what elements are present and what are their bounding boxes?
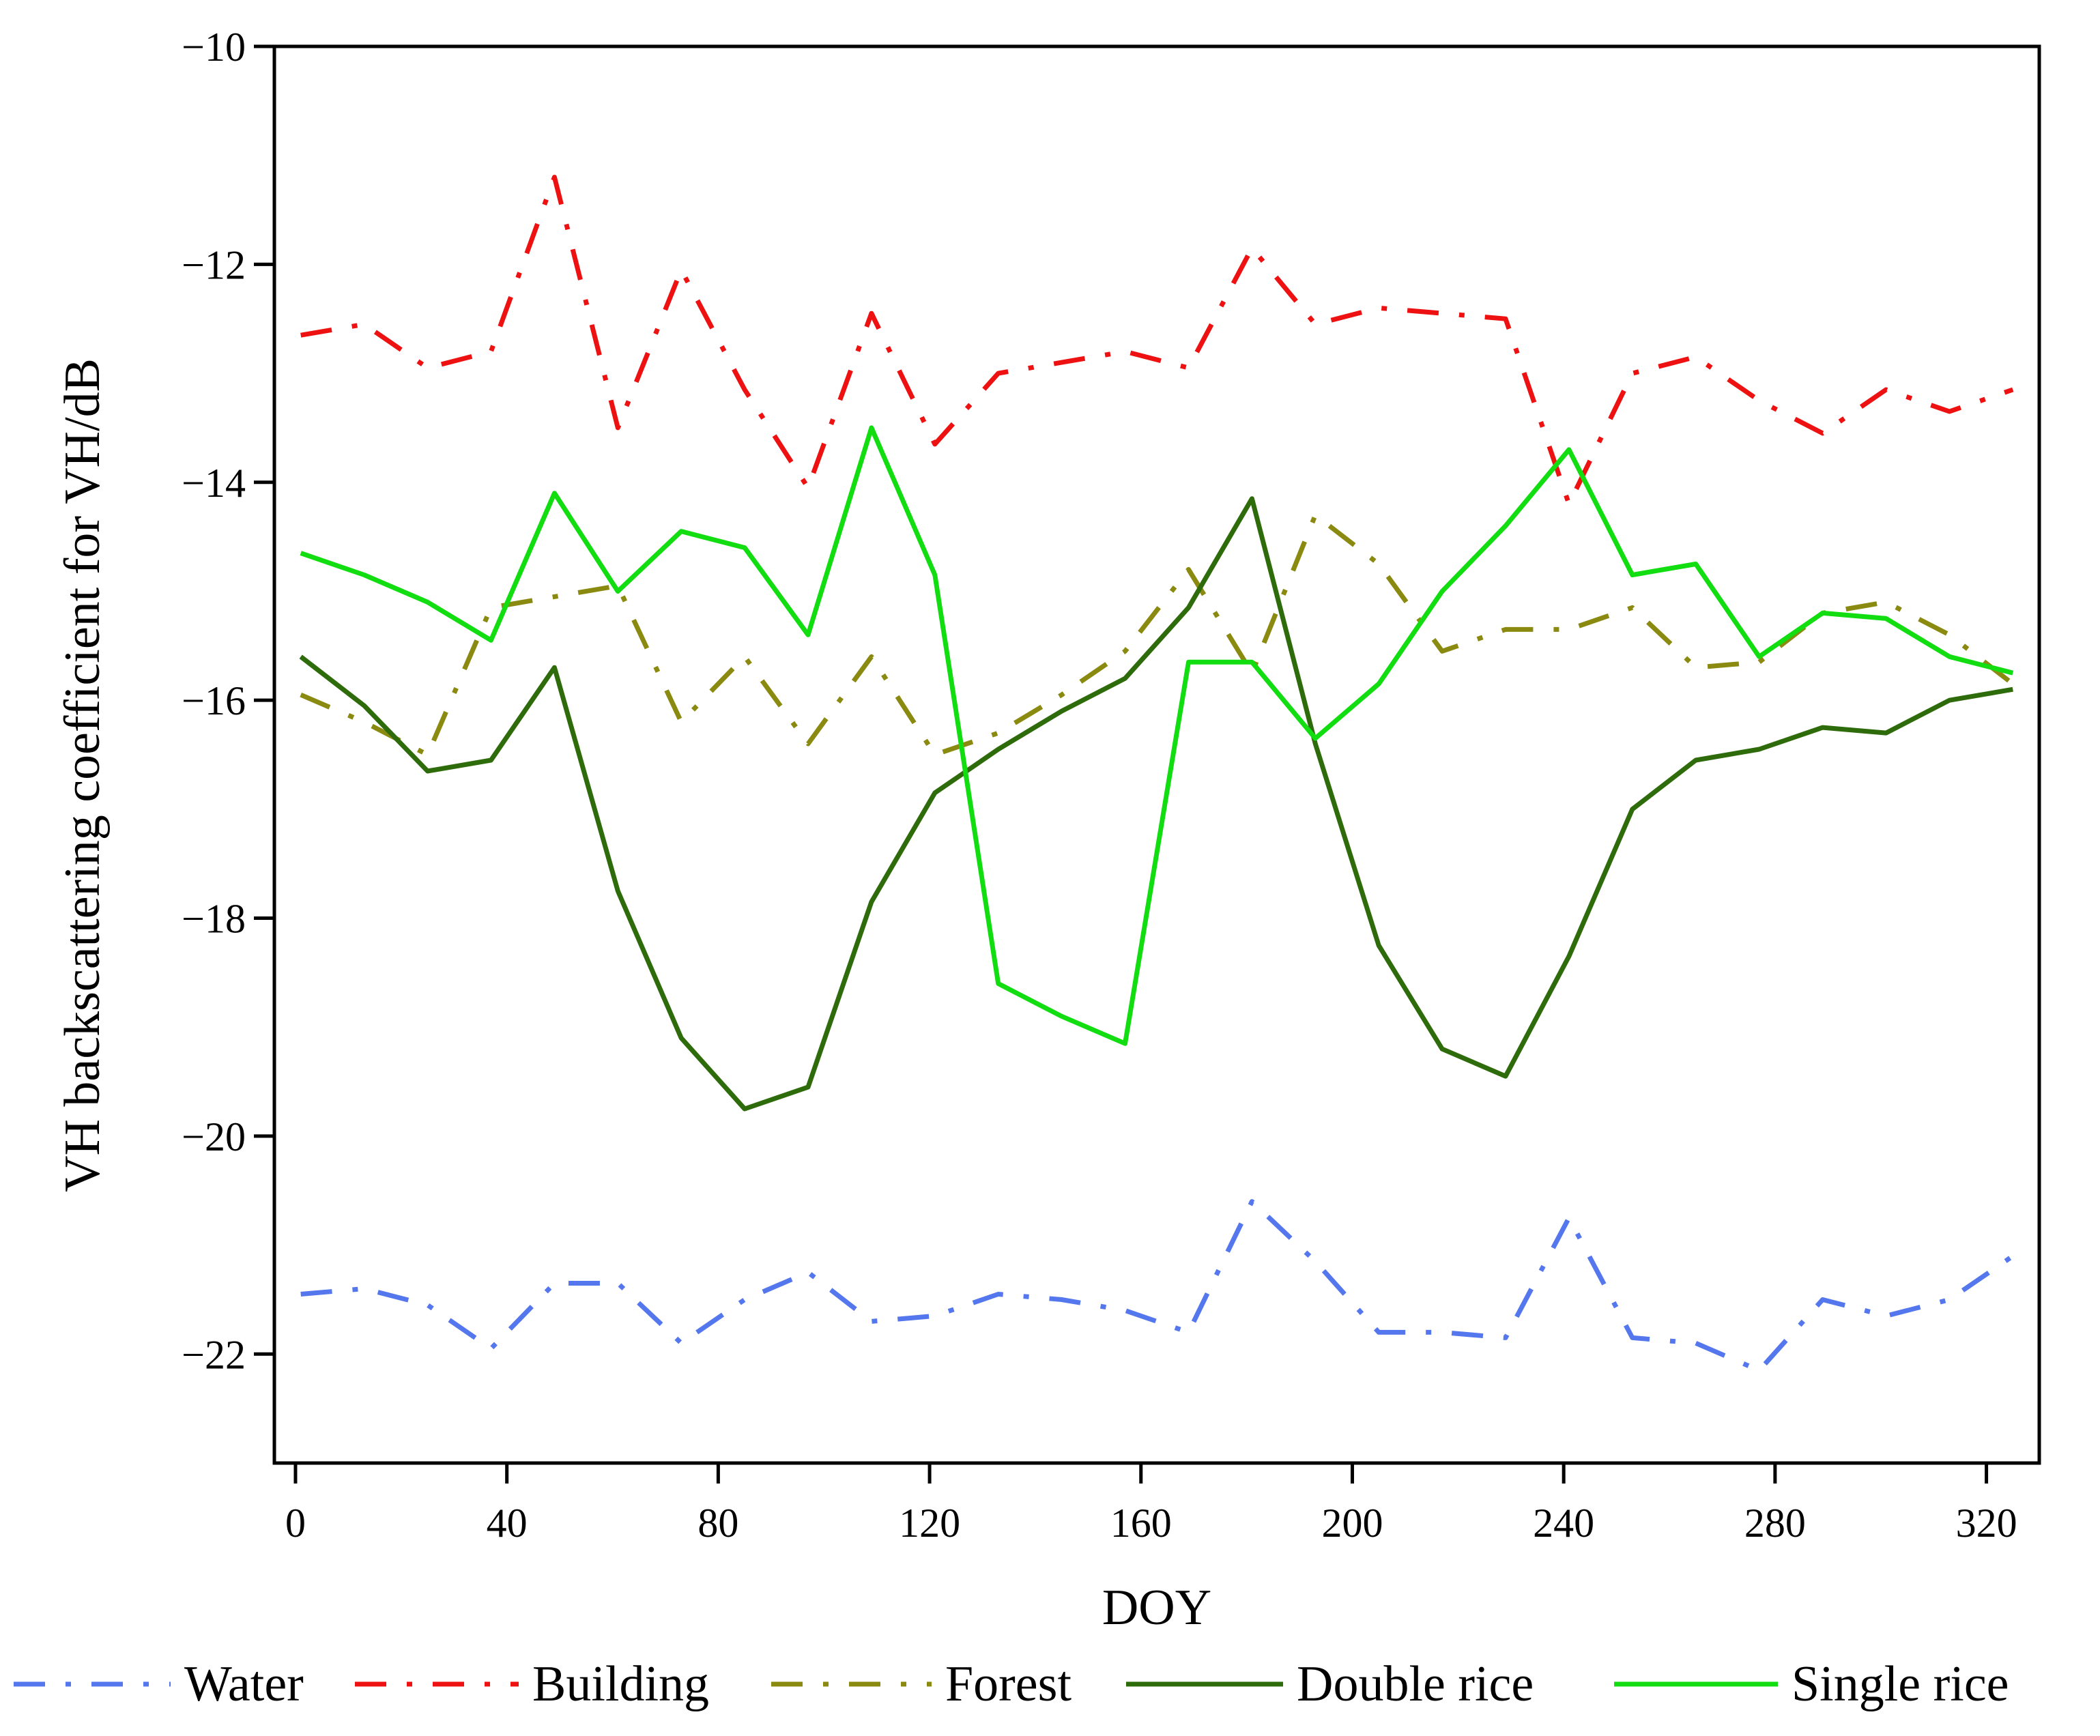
series-line-single-rice	[300, 425, 2014, 1046]
y-axis: −10 −12 −14 −16 −18 −20 −22	[182, 25, 274, 1377]
y-tick-label: −14	[182, 461, 246, 506]
x-tick-label: 200	[1321, 1501, 1383, 1546]
series-layer	[299, 175, 2015, 1373]
plot-frame	[272, 44, 2041, 1465]
legend-label: Forest	[945, 1656, 1071, 1712]
legend-label: Water	[184, 1656, 304, 1712]
y-axis-title: VH backscattering coefficient for VH/dB	[55, 358, 111, 1192]
x-tick-label: 280	[1744, 1501, 1806, 1546]
y-tick-label: −16	[182, 678, 246, 723]
x-tick-label: 40	[487, 1501, 528, 1546]
legend-label: Single rice	[1792, 1656, 2009, 1712]
y-tick-label: −10	[182, 25, 246, 70]
x-tick-label: 240	[1533, 1501, 1594, 1546]
series-line-water	[300, 1199, 2015, 1373]
x-tick-label: 80	[697, 1501, 738, 1546]
series-line-building	[300, 175, 2014, 507]
y-tick-label: −22	[182, 1332, 246, 1377]
legend-label: Building	[532, 1656, 709, 1712]
y-tick-label: −12	[182, 242, 246, 287]
series-line-double-rice	[299, 496, 2013, 1112]
legend: Water Building Forest Double rice Single ric…	[14, 1656, 2009, 1712]
y-tick-label: −20	[182, 1114, 246, 1159]
x-tick-label: 120	[899, 1501, 960, 1546]
x-tick-label: 160	[1110, 1501, 1172, 1546]
x-axis-title: DOY	[1102, 1580, 1211, 1636]
series-line-forest	[300, 512, 2015, 757]
legend-label: Double rice	[1297, 1656, 1534, 1712]
x-tick-label: 320	[1956, 1501, 2017, 1546]
x-tick-label: 0	[285, 1501, 306, 1546]
x-axis: 0 40 80 120 160 200 240 280 320	[285, 1463, 2017, 1546]
y-tick-label: −18	[182, 897, 246, 942]
